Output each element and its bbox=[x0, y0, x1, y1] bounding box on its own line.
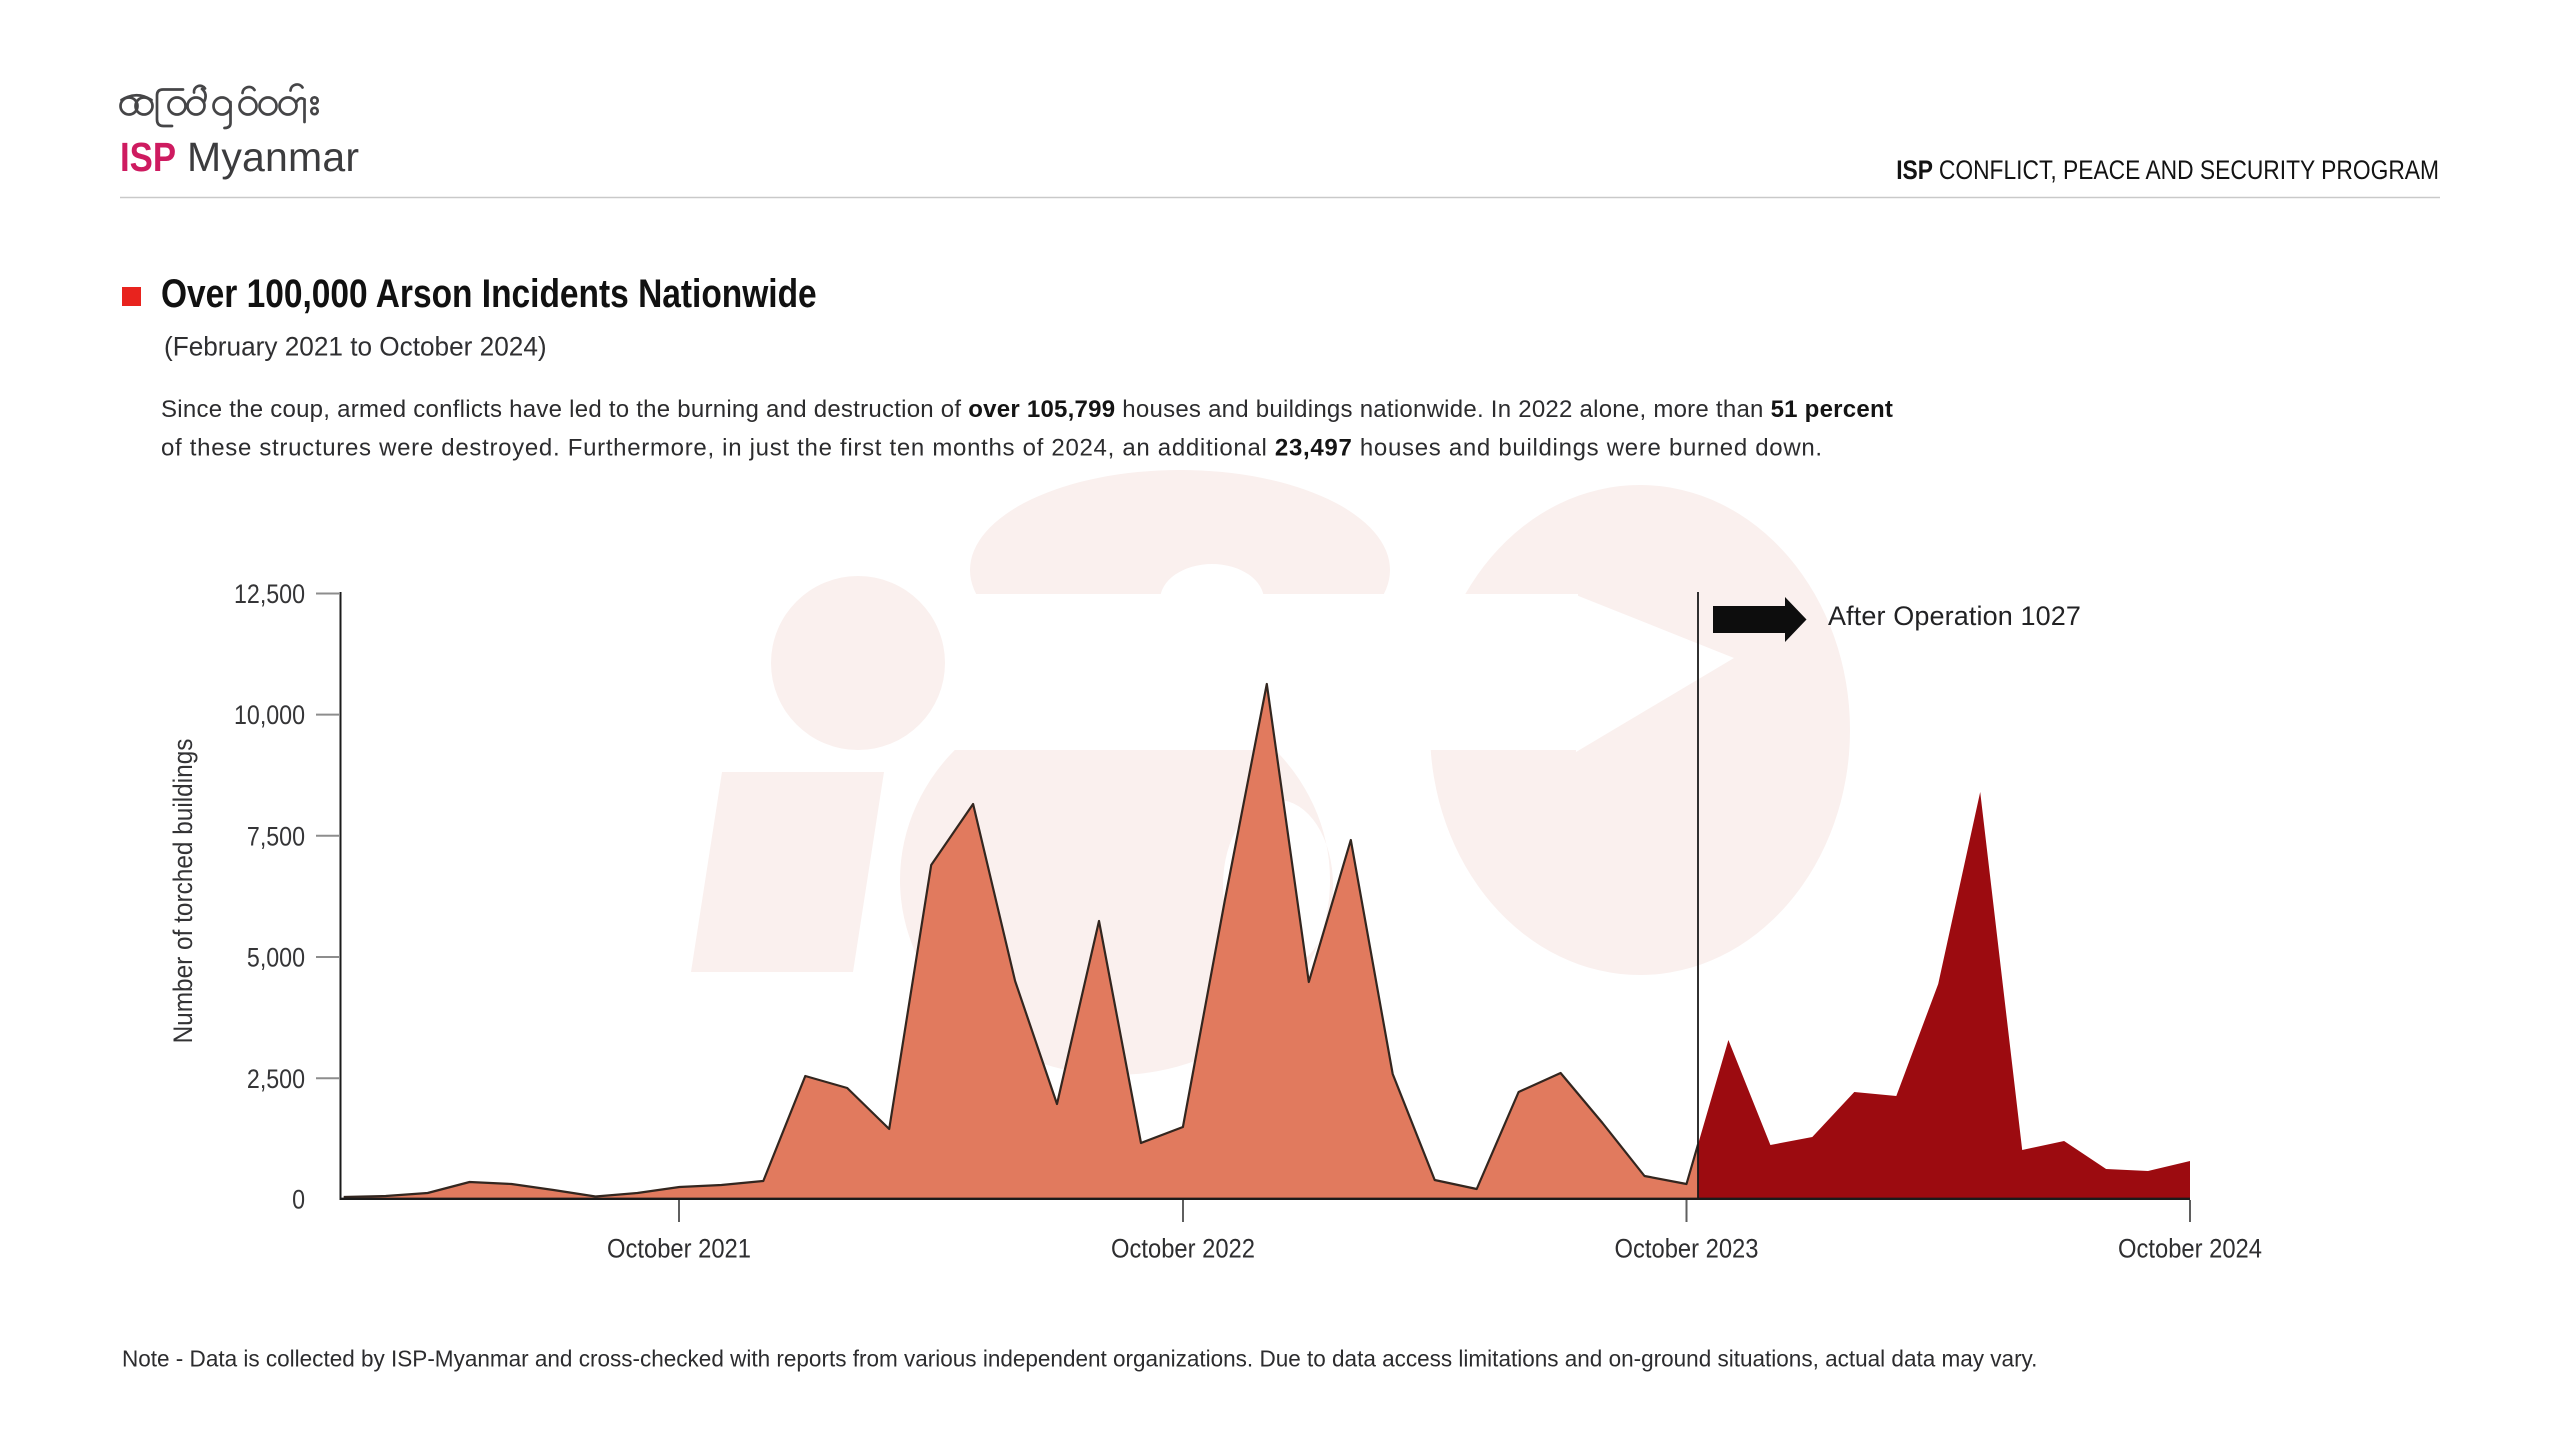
svg-text:5,000: 5,000 bbox=[247, 943, 305, 973]
svg-text:Note - Data is collected by IS: Note - Data is collected by ISP-Myanmar … bbox=[122, 1345, 2037, 1371]
svg-text:October 2022: October 2022 bbox=[1111, 1234, 1255, 1264]
svg-text:Over 100,000 Arson Incidents N: Over 100,000 Arson Incidents Nationwide bbox=[161, 271, 817, 315]
svg-text:10,000: 10,000 bbox=[234, 701, 305, 731]
svg-text:October 2023: October 2023 bbox=[1615, 1234, 1759, 1264]
svg-text:Since the coup, armed conflict: Since the coup, armed conflicts have led… bbox=[161, 396, 1893, 423]
svg-text:ISP CONFLICT, PEACE AND SECURI: ISP CONFLICT, PEACE AND SECURITY PROGRAM bbox=[1896, 155, 2439, 185]
svg-text:12,500: 12,500 bbox=[234, 580, 305, 610]
svg-text:Myanmar: Myanmar bbox=[187, 134, 359, 180]
svg-text:ISP: ISP bbox=[120, 135, 176, 180]
svg-text:2,500: 2,500 bbox=[247, 1064, 305, 1094]
svg-text:October 2024: October 2024 bbox=[2118, 1234, 2262, 1264]
svg-text:October 2021: October 2021 bbox=[607, 1234, 751, 1264]
svg-text:Number of torched buildings: Number of torched buildings bbox=[169, 739, 198, 1044]
svg-text:of these structures were destr: of these structures were destroyed. Furt… bbox=[161, 435, 1823, 462]
svg-text:(February 2021 to October 2024: (February 2021 to October 2024) bbox=[164, 331, 547, 361]
svg-text:After Operation 1027: After Operation 1027 bbox=[1828, 601, 2081, 631]
svg-text:0: 0 bbox=[292, 1185, 305, 1215]
svg-text:7,500: 7,500 bbox=[247, 822, 305, 852]
